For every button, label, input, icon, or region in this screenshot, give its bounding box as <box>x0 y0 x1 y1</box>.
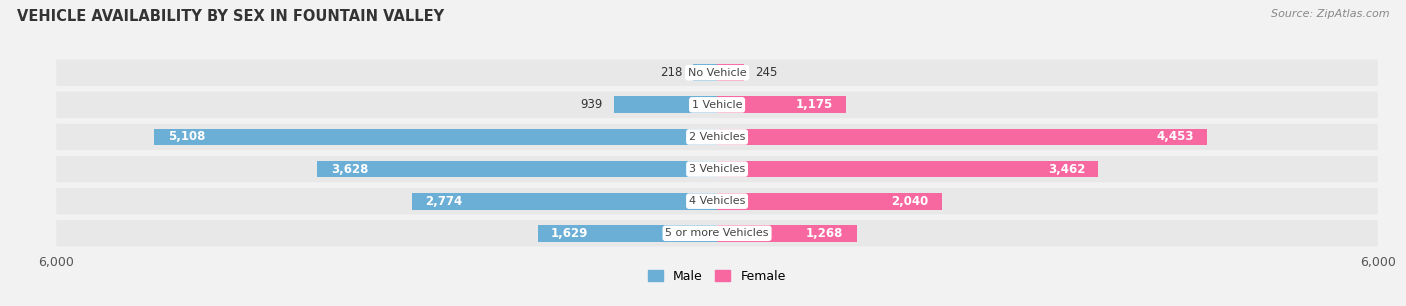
FancyBboxPatch shape <box>56 92 1378 118</box>
Text: 939: 939 <box>581 98 603 111</box>
Text: 2 Vehicles: 2 Vehicles <box>689 132 745 142</box>
Text: 1 Vehicle: 1 Vehicle <box>692 100 742 110</box>
Bar <box>613 96 717 113</box>
Bar <box>717 161 1098 177</box>
Text: 3 Vehicles: 3 Vehicles <box>689 164 745 174</box>
Text: No Vehicle: No Vehicle <box>688 68 747 78</box>
Legend: Male, Female: Male, Female <box>644 265 790 288</box>
Text: 2,774: 2,774 <box>425 195 463 208</box>
Bar <box>717 225 856 242</box>
Text: 2,040: 2,040 <box>891 195 928 208</box>
Text: 218: 218 <box>659 66 682 79</box>
FancyBboxPatch shape <box>56 188 1378 214</box>
Text: 245: 245 <box>755 66 778 79</box>
Bar <box>717 193 942 210</box>
Bar <box>412 193 717 210</box>
Text: 4 Vehicles: 4 Vehicles <box>689 196 745 206</box>
Text: 5 or more Vehicles: 5 or more Vehicles <box>665 228 769 238</box>
Text: 3,628: 3,628 <box>330 162 368 176</box>
Text: 1,268: 1,268 <box>806 227 844 240</box>
Bar <box>717 96 846 113</box>
Bar <box>155 129 717 145</box>
Bar <box>717 64 744 81</box>
Bar <box>537 225 717 242</box>
Text: 1,175: 1,175 <box>796 98 834 111</box>
Bar <box>717 129 1208 145</box>
FancyBboxPatch shape <box>56 60 1378 86</box>
FancyBboxPatch shape <box>56 156 1378 182</box>
Text: VEHICLE AVAILABILITY BY SEX IN FOUNTAIN VALLEY: VEHICLE AVAILABILITY BY SEX IN FOUNTAIN … <box>17 9 444 24</box>
Text: 4,453: 4,453 <box>1157 130 1194 144</box>
Text: 3,462: 3,462 <box>1047 162 1085 176</box>
Text: 1,629: 1,629 <box>551 227 588 240</box>
Bar <box>693 64 717 81</box>
FancyBboxPatch shape <box>56 124 1378 150</box>
Text: 5,108: 5,108 <box>167 130 205 144</box>
Text: Source: ZipAtlas.com: Source: ZipAtlas.com <box>1271 9 1389 19</box>
Bar <box>318 161 717 177</box>
FancyBboxPatch shape <box>56 220 1378 246</box>
